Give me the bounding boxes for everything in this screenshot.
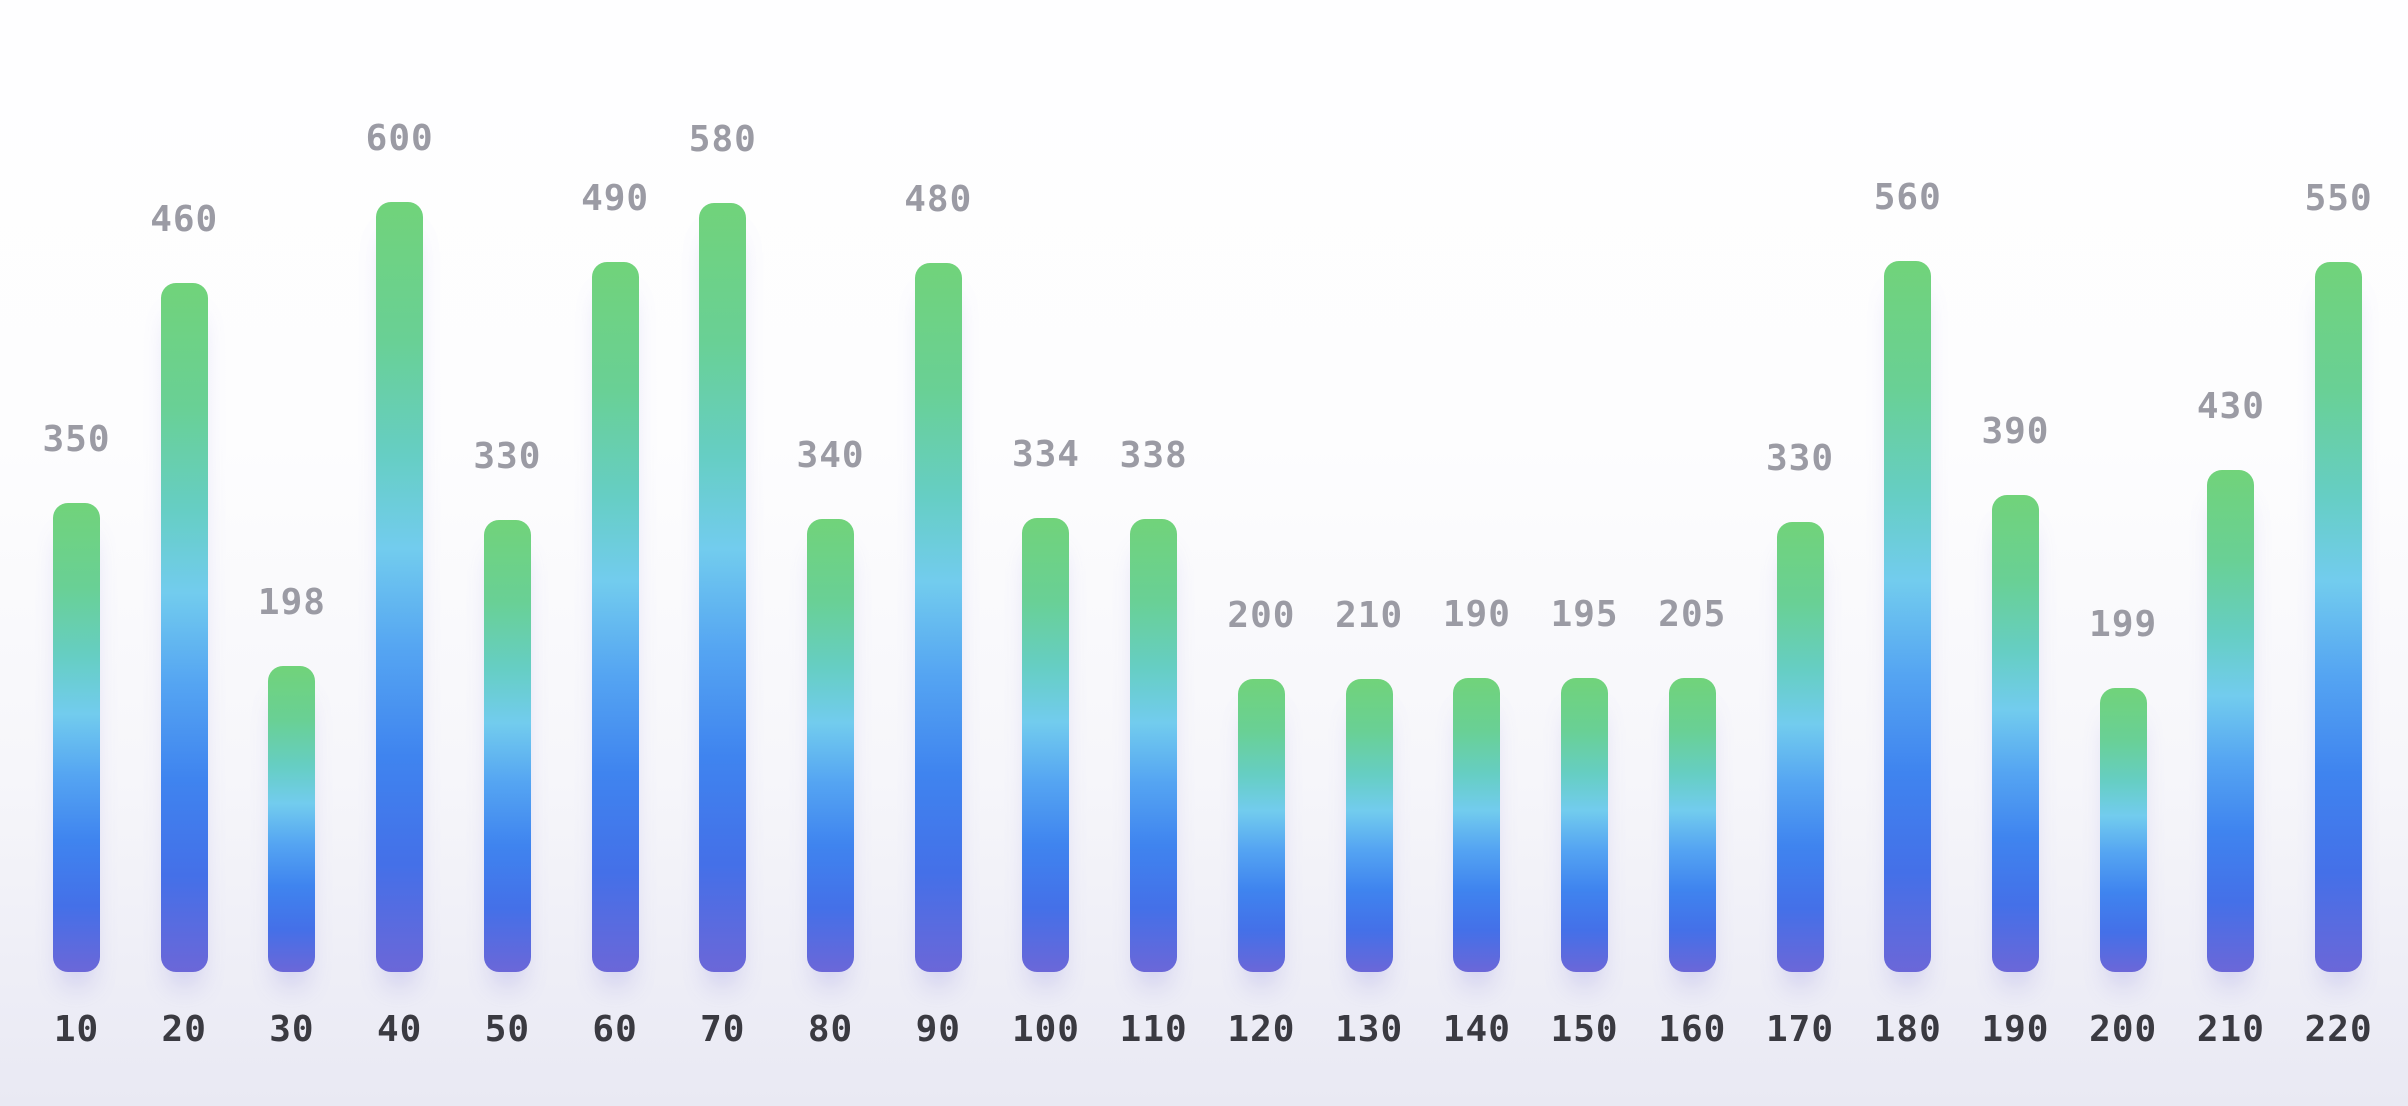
bar[interactable] xyxy=(591,262,639,972)
bar-column: 430 xyxy=(2183,389,2279,972)
bar-value-label: 430 xyxy=(2196,386,2265,427)
bar-value-label: 190 xyxy=(1442,594,1511,635)
x-axis-label: 30 xyxy=(269,1009,315,1050)
bar-column: 350 xyxy=(29,422,125,972)
bar-column: 550 xyxy=(2291,181,2387,972)
bar-value-label: 330 xyxy=(473,436,542,477)
x-axis: 10 20 30 40 50 60 70 80 90 100 110 120 130 140 150 160 1… xyxy=(0,1012,2408,1106)
bar-column: 330 xyxy=(1752,441,1848,972)
bar-value-label: 600 xyxy=(365,118,434,159)
bar-value-label: 340 xyxy=(796,435,865,476)
x-axis-label: 210 xyxy=(2196,1009,2265,1050)
bar-value-label: 210 xyxy=(1335,595,1404,636)
x-axis-label: 100 xyxy=(1011,1009,1080,1050)
bar[interactable] xyxy=(1991,495,2039,972)
bar-column: 390 xyxy=(1967,414,2063,972)
bar[interactable] xyxy=(914,263,962,972)
x-axis-label: 150 xyxy=(1550,1009,1619,1050)
bar-column: 195 xyxy=(1537,597,1633,972)
x-axis-label: 110 xyxy=(1119,1009,1188,1050)
x-axis-label: 20 xyxy=(161,1009,207,1050)
bar[interactable] xyxy=(807,519,855,972)
bar-column: 490 xyxy=(567,181,663,972)
x-axis-label: 90 xyxy=(915,1009,961,1050)
bar-value-label: 460 xyxy=(150,199,219,240)
bar[interactable] xyxy=(2315,262,2363,972)
bar[interactable] xyxy=(53,503,100,972)
bar[interactable] xyxy=(1237,679,1285,972)
bar-value-label: 490 xyxy=(581,178,650,219)
bar-value-label: 200 xyxy=(1227,595,1296,636)
bar-column: 580 xyxy=(675,122,771,972)
bar[interactable] xyxy=(1668,678,1716,972)
bar[interactable] xyxy=(483,520,531,972)
bar-value-label: 390 xyxy=(1981,411,2050,452)
bar[interactable] xyxy=(160,283,208,972)
x-axis-label: 200 xyxy=(2089,1009,2158,1050)
bar-value-label: 199 xyxy=(2089,604,2158,645)
bar[interactable] xyxy=(2207,470,2255,972)
x-axis-label: 50 xyxy=(484,1009,531,1050)
x-axis-label: 80 xyxy=(807,1009,854,1050)
bar[interactable] xyxy=(268,666,316,972)
bar-column: 199 xyxy=(2075,607,2171,972)
x-axis-label: 70 xyxy=(700,1009,746,1050)
bar-column: 338 xyxy=(1106,438,1202,972)
x-axis-label: 140 xyxy=(1442,1009,1511,1050)
bar-value-label: 334 xyxy=(1011,434,1080,475)
bar[interactable] xyxy=(699,203,747,972)
x-axis-label: 40 xyxy=(376,1009,423,1050)
x-axis-label: 60 xyxy=(592,1009,638,1050)
bar-column: 198 xyxy=(244,585,340,972)
x-axis-label: 220 xyxy=(2304,1009,2373,1050)
bar-column: 205 xyxy=(1644,597,1740,972)
bar-value-label: 560 xyxy=(1873,177,1942,218)
x-axis-label: 120 xyxy=(1227,1009,1296,1050)
x-axis-label: 10 xyxy=(53,1009,100,1050)
bar-column: 600 xyxy=(352,121,448,972)
bar-column: 210 xyxy=(1321,598,1417,972)
bar-column: 460 xyxy=(136,202,232,972)
bar[interactable] xyxy=(1884,261,1932,972)
x-axis-label: 190 xyxy=(1981,1009,2050,1050)
x-axis-label: 160 xyxy=(1658,1009,1727,1050)
bar-column: 190 xyxy=(1429,597,1525,972)
bar[interactable] xyxy=(1776,522,1824,972)
bar-value-label: 198 xyxy=(257,582,326,623)
bar-value-label: 580 xyxy=(688,119,757,160)
x-axis-label: 130 xyxy=(1335,1009,1404,1050)
bar-value-label: 330 xyxy=(1766,438,1835,479)
bar[interactable] xyxy=(1130,519,1178,972)
bar-value-label: 195 xyxy=(1550,594,1619,635)
bar[interactable] xyxy=(1345,679,1393,972)
x-axis-label: 170 xyxy=(1766,1009,1835,1050)
bar-value-label: 350 xyxy=(42,419,111,460)
bar[interactable] xyxy=(1453,678,1501,972)
bar[interactable] xyxy=(1561,678,1609,972)
bar[interactable] xyxy=(376,202,424,972)
bar[interactable] xyxy=(2099,688,2147,972)
bar-column: 200 xyxy=(1213,598,1309,972)
bar-value-label: 205 xyxy=(1658,594,1727,635)
bar-column: 334 xyxy=(998,437,1094,972)
bar-column: 330 xyxy=(459,439,555,972)
x-axis-label: 180 xyxy=(1873,1009,1942,1050)
bar[interactable] xyxy=(1022,518,1070,972)
bar-column: 560 xyxy=(1860,180,1956,972)
bar-value-label: 550 xyxy=(2304,178,2373,219)
bar-value-label: 338 xyxy=(1119,435,1188,476)
bar-column: 340 xyxy=(783,438,879,972)
bar-value-label: 480 xyxy=(904,179,973,220)
plot-area: 350 460 198 600 330 490 580 340 480 334 … xyxy=(29,121,2387,972)
bar-column: 480 xyxy=(890,182,986,972)
